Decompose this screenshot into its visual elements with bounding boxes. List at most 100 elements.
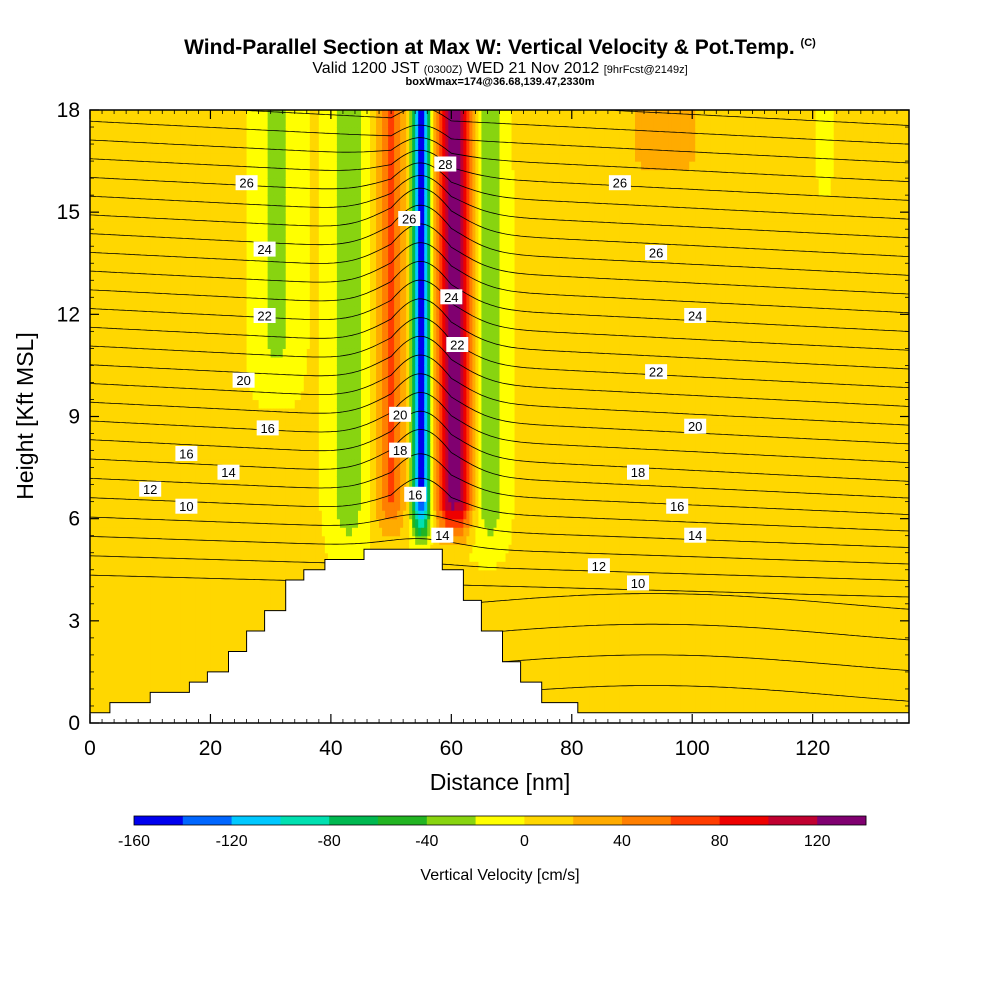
velocity-cell	[114, 178, 118, 188]
velocity-cell	[132, 510, 136, 520]
velocity-cell	[174, 407, 178, 418]
velocity-cell	[99, 510, 103, 520]
velocity-cell	[141, 229, 145, 239]
velocity-cell	[135, 195, 139, 205]
velocity-cell	[162, 450, 166, 460]
velocity-cell	[99, 620, 103, 630]
velocity-cell	[186, 348, 190, 358]
velocity-cell	[102, 263, 106, 273]
velocity-cell	[153, 544, 157, 554]
velocity-cell	[120, 433, 124, 443]
velocity-cell	[159, 459, 163, 469]
velocity-cell	[99, 322, 103, 332]
velocity-cell	[141, 620, 145, 630]
velocity-cell	[99, 680, 103, 690]
velocity-cell	[171, 229, 175, 239]
velocity-cell	[102, 407, 106, 418]
velocity-cell	[159, 637, 163, 647]
velocity-cell	[90, 288, 94, 298]
velocity-cell	[174, 586, 178, 596]
velocity-cell	[120, 416, 124, 426]
velocity-cell	[171, 527, 175, 537]
velocity-cell	[165, 365, 169, 375]
velocity-cell	[108, 246, 112, 256]
velocity-cell	[120, 688, 124, 699]
velocity-cell	[153, 237, 157, 247]
velocity-cell	[126, 263, 130, 273]
velocity-cell	[168, 254, 172, 264]
velocity-cell	[141, 442, 145, 452]
velocity-cell	[117, 433, 121, 443]
velocity-cell	[144, 110, 148, 120]
velocity-cell	[90, 484, 94, 494]
velocity-cell	[108, 646, 112, 656]
velocity-cell	[138, 654, 142, 664]
velocity-cell	[159, 305, 163, 315]
velocity-cell	[168, 169, 172, 179]
velocity-cell	[102, 348, 106, 358]
velocity-cell	[180, 493, 184, 503]
velocity-cell	[177, 127, 181, 137]
velocity-cell	[168, 425, 172, 435]
velocity-cell	[132, 688, 136, 699]
velocity-cell	[180, 586, 184, 596]
velocity-cell	[90, 212, 94, 222]
velocity-cell	[132, 280, 136, 290]
velocity-cell	[120, 390, 124, 401]
velocity-cell	[177, 212, 181, 222]
velocity-cell	[117, 416, 121, 426]
velocity-cell	[162, 246, 166, 256]
velocity-cell	[114, 144, 118, 154]
velocity-cell	[150, 169, 154, 179]
velocity-cell	[114, 637, 118, 647]
velocity-cell	[159, 135, 163, 145]
velocity-cell	[132, 561, 136, 571]
velocity-cell	[120, 510, 124, 520]
velocity-cell	[105, 382, 109, 392]
velocity-cell	[186, 518, 190, 528]
velocity-cell	[108, 110, 112, 120]
velocity-cell	[111, 297, 115, 307]
velocity-cell	[147, 288, 151, 298]
velocity-cell	[150, 135, 154, 145]
velocity-cell	[117, 348, 121, 358]
velocity-cell	[135, 186, 139, 196]
velocity-cell	[123, 152, 127, 162]
velocity-cell	[120, 442, 124, 452]
velocity-cell	[174, 254, 178, 264]
velocity-cell	[114, 535, 118, 545]
velocity-cell	[99, 339, 103, 349]
velocity-cell	[189, 578, 193, 588]
velocity-cell	[183, 629, 187, 639]
velocity-cell	[171, 552, 175, 562]
velocity-cell	[174, 135, 178, 145]
velocity-cell	[135, 254, 139, 264]
velocity-cell	[147, 459, 151, 469]
velocity-cell	[108, 612, 112, 622]
velocity-cell	[195, 603, 199, 613]
velocity-cell	[192, 220, 196, 230]
velocity-cell	[114, 697, 118, 707]
velocity-cell	[114, 544, 118, 554]
velocity-cell	[159, 314, 163, 324]
velocity-cell	[177, 390, 181, 401]
velocity-cell	[117, 135, 121, 145]
velocity-cell	[90, 356, 94, 367]
velocity-cell	[165, 390, 169, 401]
velocity-cell	[138, 331, 142, 341]
velocity-cell	[123, 680, 127, 690]
velocity-cell	[147, 527, 151, 537]
velocity-cell	[126, 450, 130, 460]
velocity-cell	[96, 212, 100, 222]
velocity-cell	[183, 569, 187, 579]
velocity-cell	[147, 442, 151, 452]
velocity-cell	[183, 535, 187, 545]
velocity-cell	[102, 373, 106, 384]
velocity-cell	[195, 654, 199, 664]
velocity-cell	[114, 229, 118, 239]
velocity-cell	[147, 254, 151, 264]
velocity-cell	[93, 195, 97, 205]
velocity-cell	[180, 237, 184, 247]
velocity-cell	[162, 135, 166, 145]
velocity-cell	[111, 510, 115, 520]
